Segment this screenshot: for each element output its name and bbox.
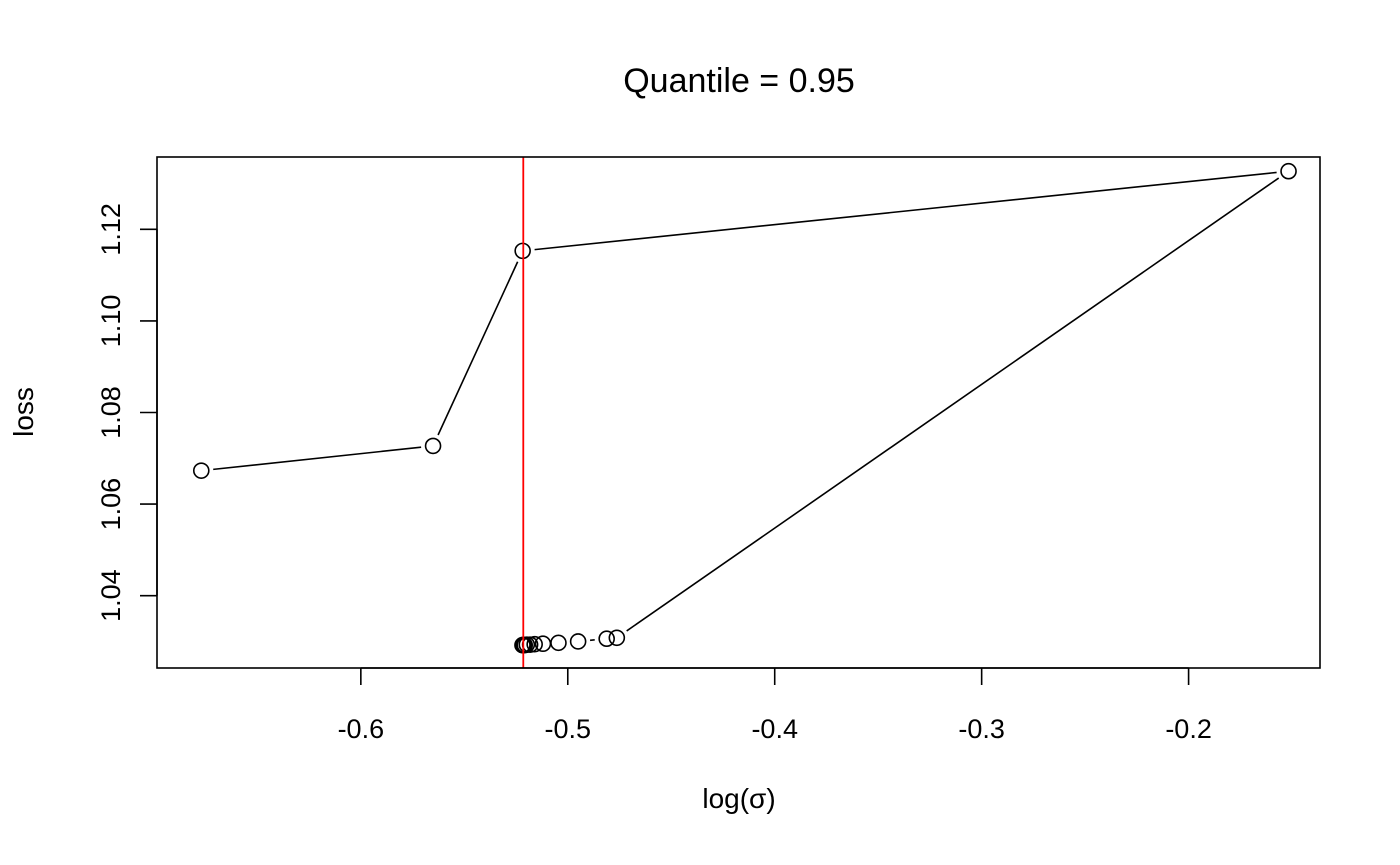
plot-area [156, 156, 1321, 669]
plot-frame [156, 156, 1321, 669]
data-point [608, 629, 626, 647]
connector-segment [213, 446, 422, 471]
y-axis: 1.04 1.06 1.08 1.10 1.12 [96, 203, 158, 622]
x-tick-label: -0.5 [545, 714, 592, 744]
x-tick-label: -0.6 [338, 714, 385, 744]
data-point [534, 635, 552, 653]
x-axis-label: log(σ) [702, 783, 775, 814]
data-point [598, 630, 615, 647]
y-tick-label: 1.06 [96, 478, 126, 531]
data-point [1280, 162, 1297, 180]
x-tick-label: -0.2 [1165, 714, 1212, 744]
data-points [192, 162, 1297, 654]
data-point [424, 437, 442, 455]
connector-segment [626, 177, 1280, 632]
x-tick-label: -0.4 [751, 714, 798, 744]
connector-lines [213, 171, 1280, 642]
connector-segment [534, 171, 1277, 251]
data-point [192, 462, 210, 479]
y-tick-label: 1.04 [96, 569, 126, 622]
data-point [569, 633, 587, 650]
y-axis-label: loss [8, 387, 39, 437]
connector-segment [437, 261, 519, 436]
x-axis: -0.6 -0.5 -0.4 -0.3 -0.2 [338, 667, 1212, 744]
data-point [550, 634, 567, 652]
y-tick-label: 1.08 [96, 386, 126, 439]
x-tick-label: -0.3 [958, 714, 1005, 744]
y-tick-label: 1.10 [96, 295, 126, 348]
y-tick-label: 1.12 [96, 203, 126, 256]
data-point [526, 635, 543, 653]
chart-title: Quantile = 0.95 [623, 62, 855, 100]
